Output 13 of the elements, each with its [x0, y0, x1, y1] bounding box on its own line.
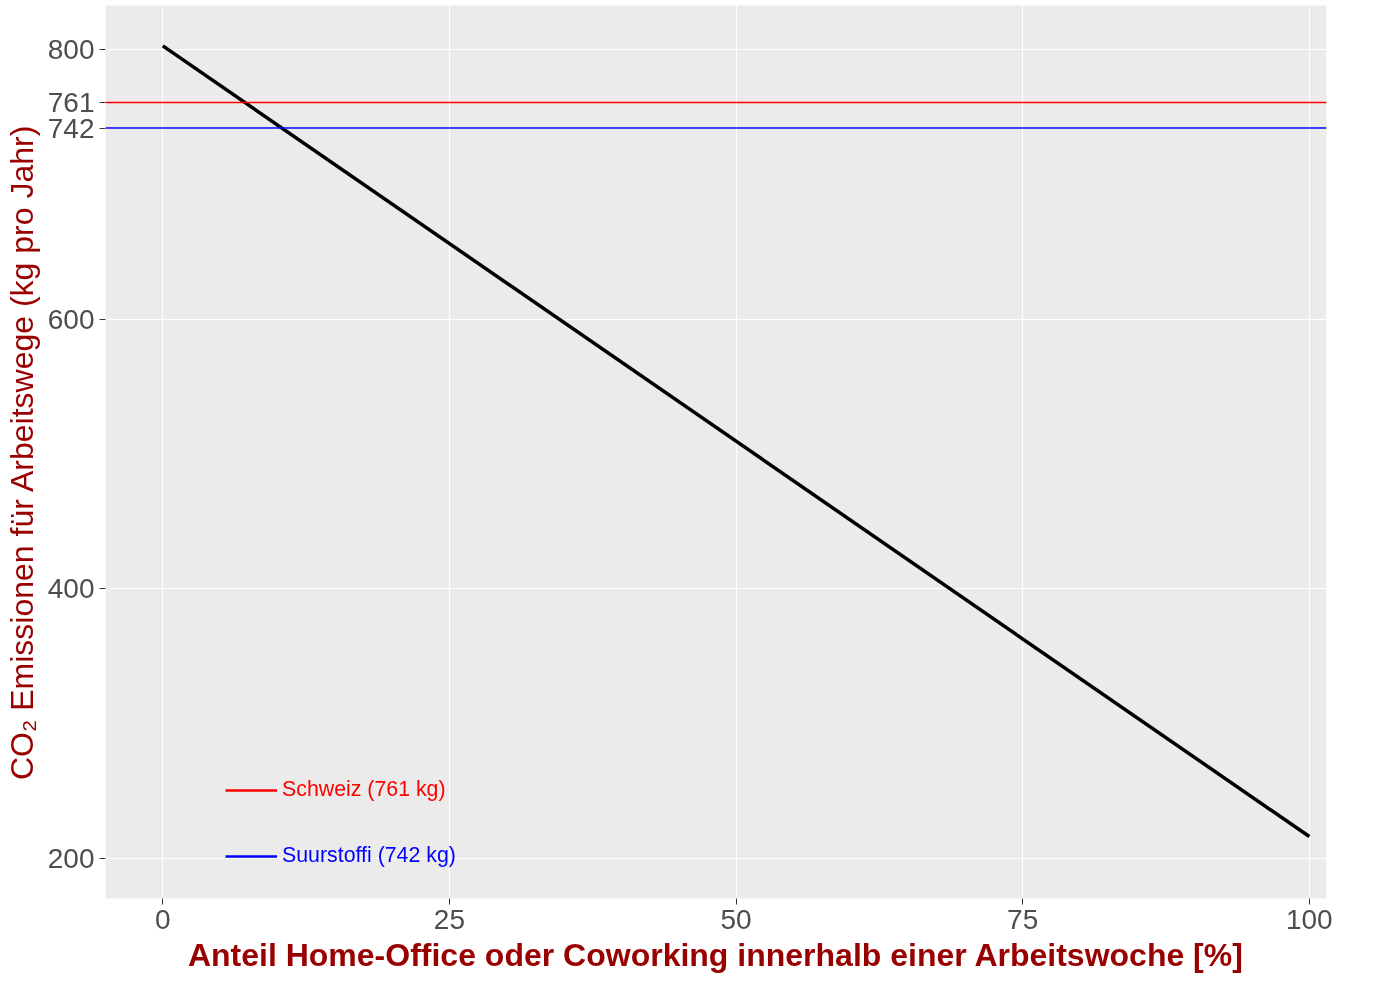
x-tick-label: 50: [720, 903, 752, 935]
x-tick-label: 75: [1007, 903, 1039, 935]
y-axis-title: CO₂ Emissionen für Arbeitswege (kg pro Jahr): [3, 125, 40, 781]
y-tick-label: 800: [47, 34, 95, 66]
y-tick-label: 600: [47, 303, 95, 335]
x-axis-title: Anteil Home-Office oder Coworking innerhalb einer Arbeitswoche [%]: [187, 936, 1243, 973]
legend-label: Schweiz (761 kg): [282, 777, 446, 802]
x-tick-label: 100: [1285, 903, 1333, 935]
x-tick-label: 25: [433, 903, 466, 935]
legend-label: Suurstoffi (742 kg): [282, 843, 456, 868]
y-tick-label: 200: [47, 842, 95, 874]
x-tick-label: 0: [155, 903, 171, 935]
y-tick-label: 400: [47, 573, 95, 605]
